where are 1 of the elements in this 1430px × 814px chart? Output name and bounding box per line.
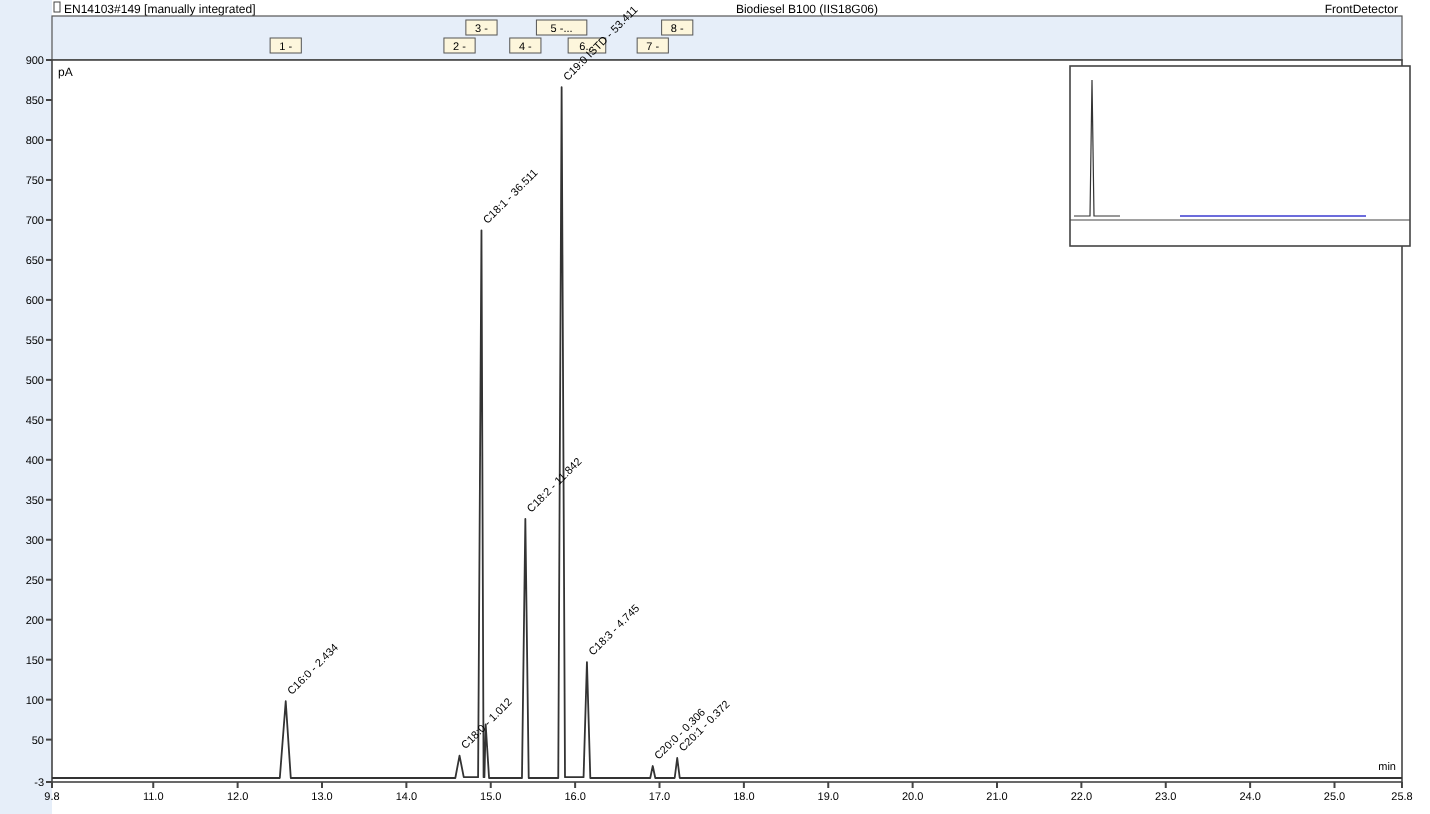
line-series (51, 86, 1403, 779)
